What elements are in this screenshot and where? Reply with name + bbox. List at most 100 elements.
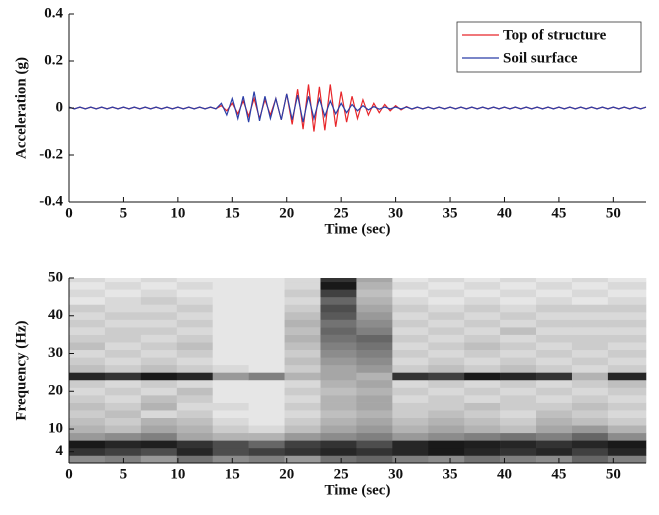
heatmap-cell — [212, 349, 249, 358]
heatmap-cell — [212, 372, 249, 381]
heatmap-cell — [104, 278, 142, 283]
heatmap-cell — [571, 387, 609, 396]
heatmap-cell — [320, 447, 357, 456]
heatmap-cell — [571, 417, 609, 426]
heatmap-cell — [284, 387, 321, 396]
heatmap-cell — [284, 342, 321, 351]
x-tick-label: 30 — [388, 205, 403, 221]
heatmap-cell — [607, 410, 647, 418]
heatmap-cell — [284, 417, 321, 426]
heatmap-cell — [320, 304, 357, 313]
heatmap-cell — [500, 440, 537, 449]
heatmap-cell — [392, 395, 429, 403]
heatmap-cell — [536, 440, 573, 449]
heatmap-cell — [607, 395, 647, 403]
heatmap-cell — [607, 289, 647, 298]
heatmap-cell — [284, 372, 321, 381]
heatmap-cell — [69, 311, 106, 320]
heatmap-cell — [69, 417, 106, 426]
heatmap-cell — [69, 334, 106, 343]
heatmap-cell — [571, 440, 609, 449]
heatmap-cell — [356, 395, 393, 403]
heatmap-cell — [500, 395, 537, 403]
heatmap-cell — [500, 455, 537, 464]
heatmap-cell — [140, 395, 178, 403]
heatmap-cell — [320, 379, 357, 388]
heatmap-cell — [571, 379, 609, 388]
heatmap-cell — [536, 402, 573, 411]
heatmap-cell — [140, 342, 178, 351]
heatmap-cell — [212, 417, 249, 426]
heatmap-cell — [464, 296, 501, 305]
legend-label: Top of structure — [503, 27, 607, 43]
x-tick-label: 35 — [443, 466, 458, 482]
heatmap-cell — [607, 327, 647, 335]
heatmap-cell — [140, 417, 178, 426]
heatmap-cell — [607, 425, 647, 434]
heatmap-cell — [464, 364, 501, 373]
heatmap-cell — [176, 440, 214, 449]
heatmap-cell — [571, 342, 609, 351]
heatmap-cell — [248, 432, 285, 441]
heatmap-cell — [392, 311, 429, 320]
heatmap-cell — [140, 311, 178, 320]
heatmap-cell — [140, 379, 178, 388]
plot — [68, 84, 647, 132]
heatmap-cell — [212, 319, 249, 328]
x-tick-label: 15 — [225, 466, 240, 482]
heatmap-cell — [428, 417, 465, 426]
heatmap-cell — [69, 364, 106, 373]
heatmap-cell — [607, 334, 647, 343]
heatmap-cell — [176, 372, 214, 381]
heatmap-cell — [320, 289, 357, 298]
heatmap-cell — [464, 402, 501, 411]
heatmap-cell — [571, 395, 609, 403]
heatmap-cell — [248, 455, 285, 464]
heatmap-cell — [320, 417, 357, 426]
y-tick-label: 0.4 — [44, 5, 63, 21]
heatmap-cell — [176, 402, 214, 411]
heatmap-cell — [356, 379, 393, 388]
heatmap-cell — [500, 417, 537, 426]
heatmap-cell — [176, 364, 214, 373]
heatmap-cell — [356, 334, 393, 343]
heatmap-cell — [536, 372, 573, 381]
heatmap-cell — [104, 425, 142, 434]
heatmap-cell — [212, 432, 249, 441]
heatmap-cell — [428, 402, 465, 411]
heatmap-cell — [464, 289, 501, 298]
heatmap-cell — [607, 349, 647, 358]
heatmap-cell — [356, 278, 393, 283]
heatmap-cell — [284, 395, 321, 403]
heatmap-cell — [571, 349, 609, 358]
heatmap-cell — [500, 349, 537, 358]
heatmap-cell — [536, 417, 573, 426]
heatmap-cell — [69, 319, 106, 328]
heatmap-cell — [176, 319, 214, 328]
heatmap-cell — [140, 372, 178, 381]
heatmap-cell — [536, 319, 573, 328]
x-tick-label: 5 — [120, 466, 128, 482]
heatmap-cell — [320, 425, 357, 434]
heatmap-cell — [571, 410, 609, 418]
heatmap-cell — [248, 440, 285, 449]
heatmap-cell — [248, 379, 285, 388]
heatmap-cell — [428, 289, 465, 298]
heatmap-cell — [320, 281, 357, 290]
heatmap-cell — [571, 425, 609, 434]
heatmap-cell — [320, 342, 357, 351]
x-tick-label: 20 — [279, 466, 294, 482]
x-tick-label: 50 — [606, 205, 621, 221]
heatmap-cell — [607, 304, 647, 313]
heatmap-cell — [607, 455, 647, 464]
heatmap-cell — [607, 372, 647, 381]
heatmap-cell — [284, 319, 321, 328]
y-tick-label: 30 — [48, 345, 63, 361]
heatmap-cell — [428, 296, 465, 305]
heatmap-cell — [104, 342, 142, 351]
heatmap-cell — [536, 425, 573, 434]
heatmap-cell — [392, 319, 429, 328]
heatmap-cell — [212, 334, 249, 343]
x-axis-label: Time (sec) — [325, 482, 391, 498]
heatmap-cell — [500, 387, 537, 396]
